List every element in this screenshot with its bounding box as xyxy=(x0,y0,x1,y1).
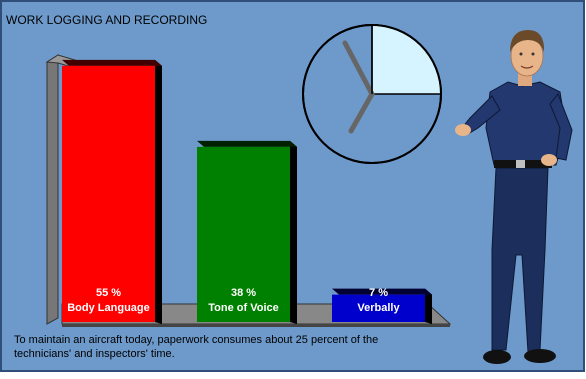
man-belt-buckle xyxy=(516,160,525,168)
bar-top-2 xyxy=(197,140,297,147)
bar-side-3 xyxy=(425,288,432,324)
man-torso xyxy=(485,81,567,166)
bar-face-3 xyxy=(332,294,425,322)
bar-category-label-1: Body Language xyxy=(67,302,150,314)
man-shoe-right xyxy=(524,349,556,363)
clock-hand-hour xyxy=(348,91,375,134)
bar-value-label-2: 38 % xyxy=(231,287,256,299)
bar-face-1 xyxy=(62,65,155,322)
man-eye-left xyxy=(519,52,523,56)
man-shoe-left xyxy=(483,350,511,364)
bar-2: 38 % Tone of Voice xyxy=(197,140,297,324)
bar-3: 7 % Verbally xyxy=(332,287,432,324)
man-presenter-icon xyxy=(455,30,573,364)
bar-category-label-3: Verbally xyxy=(357,302,400,314)
clock-hand-minute xyxy=(342,40,375,97)
bar-side-1 xyxy=(155,59,162,324)
bar-face-2 xyxy=(197,146,290,322)
bar-category-label-2: Tone of Voice xyxy=(208,302,279,314)
man-hand-right xyxy=(541,154,557,166)
man-hair xyxy=(510,30,545,52)
bar-value-label-1: 55 % xyxy=(96,287,121,299)
man-eye-right xyxy=(531,52,535,56)
man-hand-left xyxy=(455,124,471,136)
chart-left-wall xyxy=(46,54,59,325)
bar-top-3 xyxy=(332,288,432,295)
bar-1: 55 % Body Language xyxy=(62,59,162,324)
bar-side-2 xyxy=(290,140,297,324)
slide-title: WORK LOGGING AND RECORDING xyxy=(6,13,208,27)
man-mouth xyxy=(520,65,534,69)
clock-icon xyxy=(302,24,442,164)
slide-caption: To maintain an aircraft today, paperwork… xyxy=(14,334,379,360)
bar-value-label-3: 7 % xyxy=(369,287,388,299)
clock-rim xyxy=(302,24,442,164)
chart-floor-edge xyxy=(62,324,450,327)
man-legs xyxy=(491,167,549,353)
bar-top-1 xyxy=(62,59,162,66)
